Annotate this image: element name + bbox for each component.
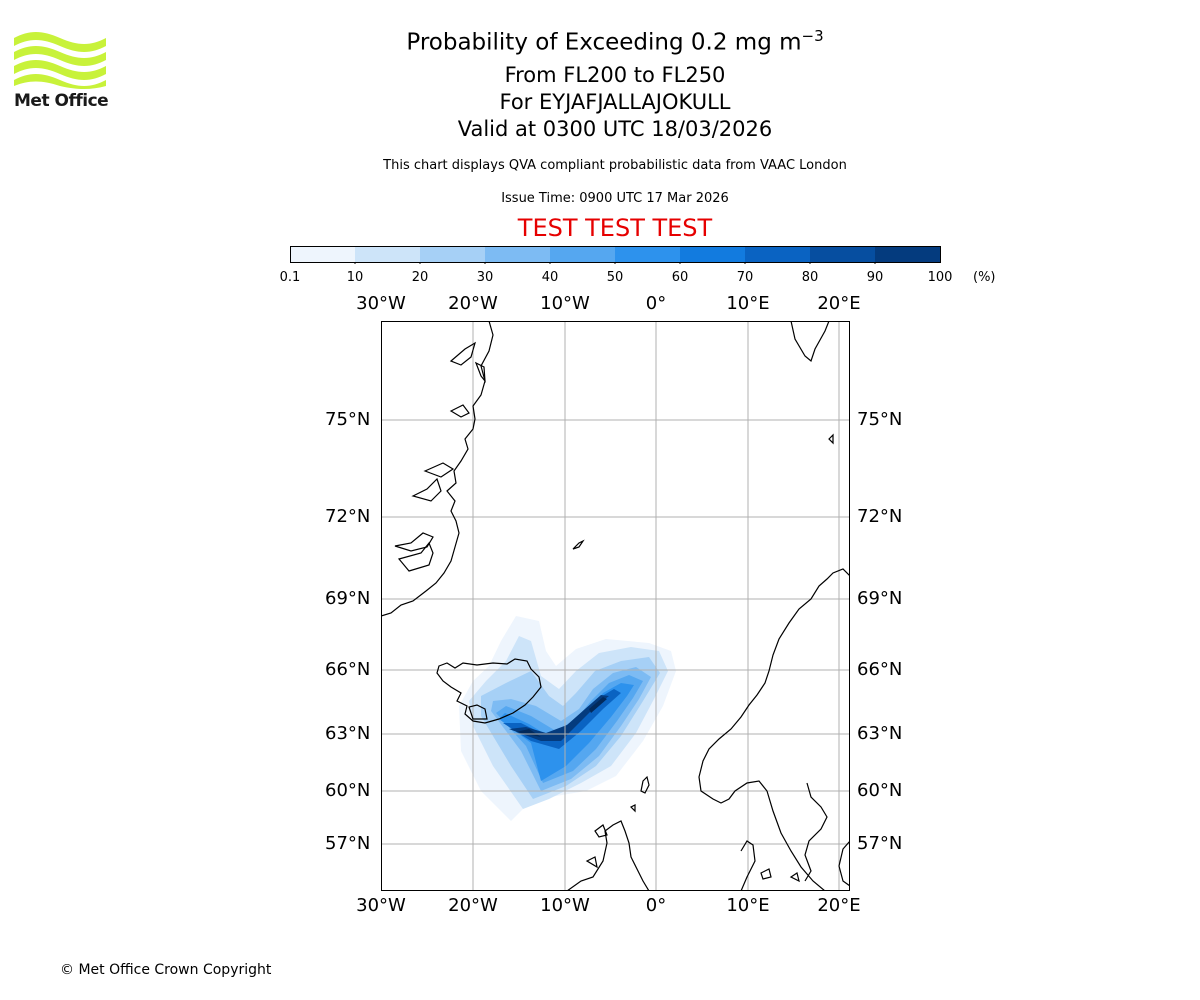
colorbar-cell [810, 246, 875, 263]
colorbar-cell [355, 246, 420, 263]
plume-level-9 [516, 697, 607, 737]
colorbar-cell [615, 246, 680, 263]
greenland-coast [381, 321, 494, 617]
issue-time: Issue Time: 0900 UTC 17 Mar 2026 [501, 191, 729, 206]
logo-text: Met Office [14, 91, 109, 111]
colorbar [290, 246, 941, 264]
latitude-label-right: 72°N [857, 506, 903, 527]
longitude-label: 10°W [540, 293, 590, 314]
latitude-label-right: 57°N [857, 833, 903, 854]
latitude-label-right: 69°N [857, 588, 903, 609]
latitude-label-left: 75°N [325, 409, 371, 430]
test-banner: TEST TEST TEST [517, 214, 713, 242]
longitude-label: 20°E [817, 895, 861, 916]
colorbar-tick-label: 100 [927, 270, 953, 285]
longitude-label: 20°E [817, 293, 861, 314]
faroe-islands [640, 775, 650, 794]
jan-mayen [572, 539, 585, 550]
colorbar-tick-label: 30 [476, 270, 494, 285]
colorbar-cell [680, 246, 745, 263]
longitude-label: 20°W [448, 293, 498, 314]
map-panel [381, 321, 850, 891]
iceland-coast [436, 658, 542, 724]
latitude-label-left: 63°N [325, 723, 371, 744]
latitude-label-left: 72°N [325, 506, 371, 527]
longitude-label: 10°E [726, 895, 770, 916]
longitude-label: 30°W [356, 293, 406, 314]
colorbar-tick-label: 20 [411, 270, 429, 285]
longitude-label: 10°E [726, 293, 770, 314]
colorbar-tick-label: 40 [541, 270, 559, 285]
colorbar-cell [550, 246, 615, 263]
denmark-coast [740, 840, 756, 891]
colorbar-cell [420, 246, 485, 263]
valid-time: Valid at 0300 UTC 18/03/2026 [457, 117, 773, 141]
uk-coast [566, 820, 650, 891]
longitude-label: 10°W [540, 895, 590, 916]
latitude-label-left: 57°N [325, 833, 371, 854]
colorbar-cell [290, 246, 355, 263]
latitude-label-left: 69°N [325, 588, 371, 609]
colorbar-cell [875, 246, 940, 263]
latitude-label-right: 63°N [857, 723, 903, 744]
longitude-label: 0° [645, 293, 667, 314]
volcano-name: For EYJAFJALLAJOKULL [499, 90, 731, 114]
longitude-label: 30°W [356, 895, 406, 916]
colorbar-cell [485, 246, 550, 263]
colorbar-tick-label: 10 [346, 270, 364, 285]
chart-description: This chart displays QVA compliant probab… [383, 158, 847, 173]
longitude-label: 0° [645, 895, 667, 916]
latitude-label-left: 60°N [325, 780, 371, 801]
colorbar-cell [745, 246, 810, 263]
latitude-label-left: 66°N [325, 659, 371, 680]
colorbar-tick-label: 90 [866, 270, 884, 285]
colorbar-tick-label: 70 [736, 270, 754, 285]
colorbar-tick-label: 80 [801, 270, 819, 285]
colorbar-unit: (%) [973, 270, 996, 285]
latitude-label-right: 75°N [857, 409, 903, 430]
flight-levels: From FL200 to FL250 [504, 63, 726, 87]
plume-level-8 [509, 695, 609, 741]
chart-title: Probability of Exceeding 0.2 mg m−3 [406, 27, 824, 56]
colorbar-tick-label: 0.1 [279, 270, 301, 285]
copyright: © Met Office Crown Copyright [60, 962, 272, 978]
latitude-label-right: 60°N [857, 780, 903, 801]
colorbar-tick-label: 60 [671, 270, 689, 285]
longitude-label: 20°W [448, 895, 498, 916]
coastlines [381, 321, 850, 891]
scandinavia-coast [698, 568, 850, 891]
latitude-label-right: 66°N [857, 659, 903, 680]
graticule [381, 321, 850, 891]
met-office-logo [14, 32, 106, 89]
colorbar-tick-label: 50 [606, 270, 624, 285]
